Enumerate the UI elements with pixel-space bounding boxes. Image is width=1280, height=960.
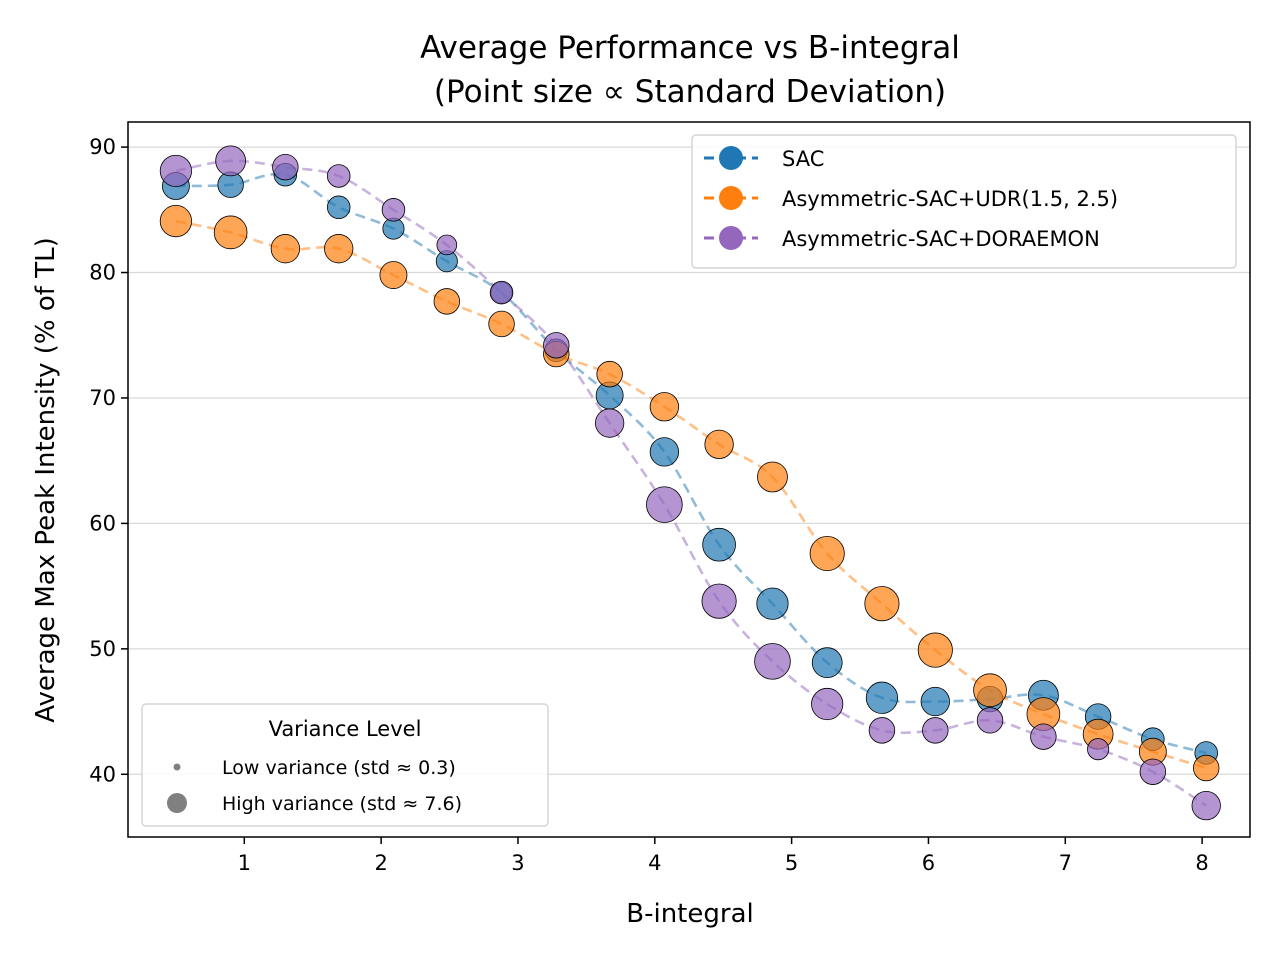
y-axis-label: Average Max Peak Intensity (% of TL): [31, 237, 61, 722]
data-point-series-0: [920, 686, 950, 717]
data-point-series-2: [1139, 758, 1167, 785]
x-tick-label: 3: [511, 851, 524, 875]
y-tick-label: 50: [89, 637, 116, 661]
data-point-series-2: [272, 153, 299, 181]
size-legend-title: Variance Level: [269, 717, 422, 741]
data-point-series-2: [594, 408, 625, 438]
x-tick-label: 7: [1059, 851, 1072, 875]
y-tick-label: 40: [89, 762, 116, 786]
chart-subtitle: (Point size ∝ Standard Deviation): [434, 74, 946, 110]
size-legend-marker: [167, 793, 187, 813]
chart-title: Average Performance vs B-integral: [420, 30, 960, 66]
data-point-series-1: [757, 461, 788, 493]
data-point-series-2: [1191, 790, 1221, 821]
size-legend-label: Low variance (std ≈ 0.3): [222, 757, 456, 779]
x-axis: 1 2 3 4 5 6 7 8: [238, 837, 1209, 875]
data-point-series-1: [159, 204, 192, 238]
data-point-series-2: [976, 707, 1004, 734]
series-legend-box: [691, 134, 1237, 269]
data-point-series-1: [379, 261, 408, 289]
data-point-series-1: [704, 429, 734, 460]
data-point-series-0: [702, 527, 736, 562]
y-axis: 40 50 60 70 80 90: [89, 135, 128, 786]
data-point-series-0: [811, 647, 843, 679]
data-point-series-2: [1030, 723, 1057, 750]
y-tick-label: 60: [89, 511, 116, 535]
data-point-series-1: [809, 535, 845, 572]
size-legend-box: [141, 703, 549, 827]
data-point-series-1: [270, 234, 301, 264]
data-point-series-0: [326, 195, 351, 220]
data-point-series-2: [811, 687, 844, 721]
data-point-series-2: [868, 717, 896, 744]
data-point-series-1: [596, 360, 623, 388]
size-legend-marker: [173, 763, 181, 771]
x-tick-label: 2: [374, 851, 387, 875]
data-point-series-2: [543, 332, 570, 359]
data-point-series-2: [436, 234, 458, 256]
data-point-series-1: [433, 288, 461, 315]
data-point-series-1: [649, 392, 680, 422]
x-tick-label: 8: [1195, 851, 1208, 875]
data-point-series-2: [754, 643, 791, 680]
data-point-series-1: [324, 234, 354, 264]
data-point-series-1: [864, 586, 900, 622]
data-point-series-2: [1087, 738, 1110, 761]
data-point-series-2: [922, 717, 949, 744]
data-point-series-1: [213, 215, 248, 250]
legend-marker: [719, 226, 743, 250]
legend-label: Asymmetric-SAC+DORAEMON: [782, 227, 1100, 251]
size-legend: Variance Level Low variance (std ≈ 0.3) H…: [141, 703, 549, 827]
data-point-series-2: [381, 198, 406, 222]
y-tick-label: 70: [89, 386, 116, 410]
data-point-series-0: [865, 681, 899, 714]
plot-frame: [127, 121, 1251, 838]
data-point-series-2: [701, 583, 737, 619]
series-legend: SAC Asymmetric-SAC+UDR(1.5, 2.5) Asymmetri…: [691, 134, 1237, 269]
x-tick-label: 6: [922, 851, 935, 875]
data-point-series-2: [489, 280, 514, 305]
data-point-series-2: [215, 145, 246, 177]
data-point-series-0: [649, 437, 680, 467]
series-line-2: [175, 159, 1207, 807]
y-tick-label: 90: [89, 135, 116, 159]
legend-marker: [719, 186, 743, 210]
data-point-series-1: [1193, 754, 1220, 782]
legend-label: Asymmetric-SAC+UDR(1.5, 2.5): [782, 187, 1118, 211]
data-point-series-1: [917, 632, 953, 668]
x-tick-label: 1: [238, 851, 251, 875]
size-legend-label: High variance (std ≈ 7.6): [222, 793, 462, 815]
data-point-series-2: [326, 164, 351, 188]
legend-label: SAC: [782, 147, 824, 171]
data-point-series-1: [488, 310, 515, 338]
x-tick-label: 5: [785, 851, 798, 875]
data-point-series-2: [646, 486, 683, 523]
x-axis-label: B-integral: [626, 899, 753, 929]
data-points: [159, 145, 1221, 821]
y-tick-label: 80: [89, 261, 116, 285]
grid: [128, 146, 1250, 775]
x-tick-label: 4: [648, 851, 661, 875]
data-point-series-2: [159, 154, 192, 188]
data-point-series-0: [756, 587, 789, 620]
data-point-series-1: [973, 673, 1007, 708]
legend-marker: [719, 146, 743, 170]
